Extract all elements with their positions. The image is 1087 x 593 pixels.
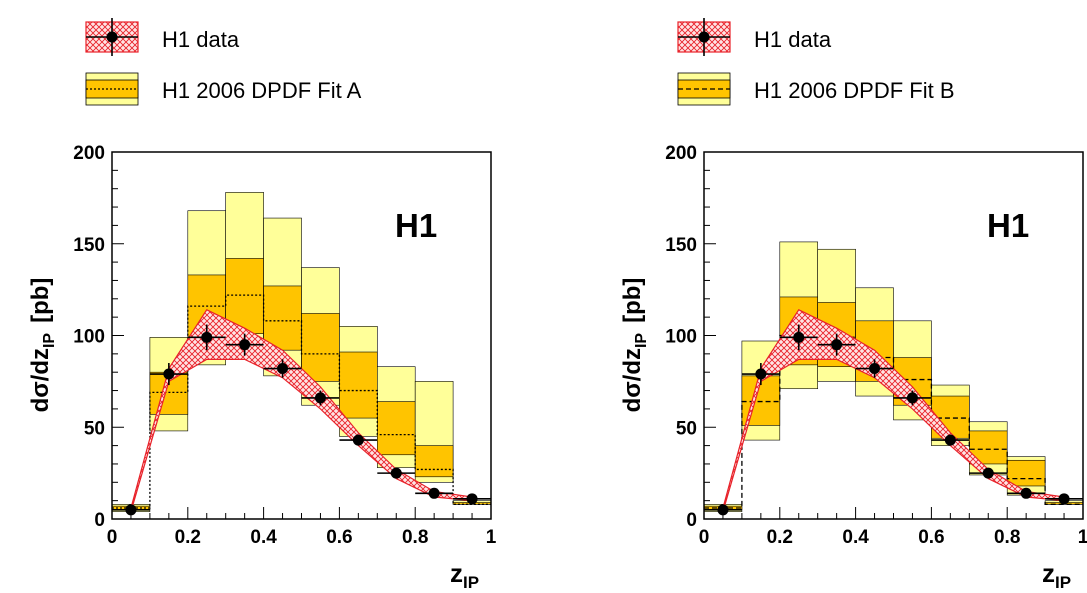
data-point [187, 324, 226, 351]
x-axis-label-main: z [450, 558, 463, 588]
legend-data-marker [698, 31, 710, 43]
inner-band-bin-4 [263, 285, 302, 351]
y-tick-label: 100 [73, 327, 105, 348]
legend-label-prediction: H1 2006 DPDF Fit A [162, 78, 362, 103]
x-tick-label: 0.6 [326, 527, 352, 548]
y-tick-label: 150 [665, 235, 697, 256]
data-marker [277, 363, 289, 375]
legend-label-prediction: H1 2006 DPDF Fit B [754, 78, 955, 103]
data-point [1045, 493, 1083, 505]
data-marker [314, 392, 326, 404]
data-point [263, 359, 302, 378]
inner-band-bin-7 [968, 430, 1008, 465]
panel-fit-b: 0 0.2 0.4 0.6 0.8 1050100150200H1zIPdσ/dzIP[p… [619, 18, 1087, 592]
data-point [931, 434, 970, 446]
data-marker [201, 331, 213, 343]
data-point [339, 434, 378, 446]
prediction-central-line [112, 294, 491, 509]
y-tick-label: 100 [665, 327, 697, 348]
y-tick-label: 200 [73, 143, 105, 164]
data-point [969, 467, 1008, 479]
data-marker [352, 434, 364, 446]
y-axis-label-main: dσ/dz [27, 348, 54, 412]
data-point [855, 359, 894, 378]
x-tick-label: 0.6 [918, 527, 944, 548]
x-tick-label: 1 [1078, 527, 1087, 548]
data-point [741, 363, 780, 386]
panel-fit-a: 0 0.2 0.4 0.6 0.8 1050100150200H1zIPdσ/dzIP[p… [27, 18, 497, 592]
y-tick-label: 200 [665, 143, 697, 164]
data-marker [390, 467, 402, 479]
data-point [1007, 487, 1046, 499]
inner-band-bin-8 [414, 445, 454, 478]
inner-band-bin-5 [301, 313, 340, 382]
x-tick-label: 0.2 [767, 527, 793, 548]
data-marker [906, 392, 918, 404]
chart-title: H1 [987, 207, 1029, 244]
data-marker [466, 493, 478, 505]
x-axis-label-sub: IP [1055, 573, 1071, 592]
data-marker [944, 434, 956, 446]
y-tick-label: 150 [73, 235, 105, 256]
x-tick-label: 0 [107, 527, 118, 548]
inner-band-bin-3 [225, 258, 264, 334]
data-point [225, 333, 264, 356]
x-axis-label: zIP [1042, 558, 1071, 592]
y-axis-label: dσ/dzIP [pb] [619, 278, 650, 413]
y-axis-label-unit: [pb] [27, 278, 54, 323]
data-point [377, 467, 416, 479]
x-tick-label: 0.8 [402, 527, 428, 548]
x-tick-label: 0.2 [175, 527, 201, 548]
data-marker [125, 504, 137, 516]
legend-label-data: H1 data [754, 27, 832, 52]
x-tick-label: 0.8 [994, 527, 1020, 548]
data-marker [869, 363, 881, 375]
data-marker [428, 487, 440, 499]
x-tick-label: 1 [486, 527, 497, 548]
legend: H1 data H1 2006 DPDF Fit B [677, 18, 955, 106]
y-tick-label: 50 [84, 418, 105, 439]
y-axis-label-unit: [pb] [619, 278, 646, 323]
inner-band-bin-8 [1006, 459, 1046, 487]
x-axis-label-sub: IP [463, 573, 479, 592]
y-axis-label-sub: IP [633, 333, 650, 348]
y-axis-label-main: dσ/dz [619, 348, 646, 412]
data-point [704, 504, 742, 516]
data-point [453, 493, 491, 505]
inner-band-bin-7 [376, 401, 416, 456]
y-tick-label: 0 [94, 510, 105, 531]
inner-band-bin-6 [339, 351, 378, 419]
data-point [112, 504, 150, 516]
data-point [779, 324, 818, 351]
data-marker [1058, 493, 1070, 505]
data-marker [831, 339, 843, 351]
legend-data-marker [106, 31, 118, 43]
data-point [893, 390, 932, 406]
data-marker [755, 368, 767, 380]
data-marker [239, 339, 251, 351]
data-point [149, 363, 188, 386]
data-marker [717, 504, 729, 516]
y-axis-label: dσ/dzIP [pb] [27, 278, 58, 413]
legend: H1 data H1 2006 DPDF Fit A [85, 18, 362, 106]
data-point [817, 333, 856, 356]
data-point [415, 487, 454, 499]
data-point [301, 390, 340, 406]
data-marker [982, 467, 994, 479]
data-marker [163, 368, 175, 380]
x-axis-label-main: z [1042, 558, 1055, 588]
x-tick-label: 0 [699, 527, 710, 548]
y-tick-label: 50 [676, 418, 697, 439]
x-axis-label: zIP [450, 558, 479, 592]
data-marker [793, 331, 805, 343]
data-marker [1020, 487, 1032, 499]
x-tick-label: 0.4 [250, 527, 277, 548]
y-tick-label: 0 [686, 510, 697, 531]
legend-label-data: H1 data [162, 27, 240, 52]
x-tick-label: 0.4 [842, 527, 869, 548]
chart-title: H1 [395, 207, 437, 244]
y-axis-label-sub: IP [41, 333, 58, 348]
